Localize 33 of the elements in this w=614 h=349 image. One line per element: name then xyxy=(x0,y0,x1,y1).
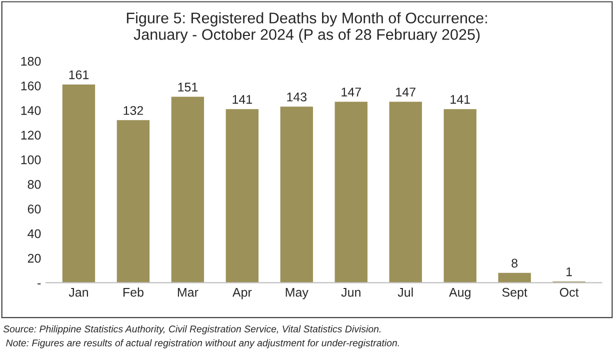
data-label: 151 xyxy=(178,82,198,92)
data-label: 147 xyxy=(396,88,416,96)
data-label: 161 xyxy=(69,70,89,80)
y-tick-label: 20 xyxy=(28,254,41,263)
y-tick-label: 160 xyxy=(21,82,41,90)
text: Note: Figures are results of actual registration without any adjustment for under-registration. xyxy=(6,339,399,348)
data-label: 1 xyxy=(566,267,572,276)
data-label: 141 xyxy=(450,95,470,104)
y-tick-label: 60 xyxy=(28,204,41,214)
x-tick-label: Apr xyxy=(232,288,252,300)
y-tick-label: - xyxy=(38,283,41,284)
x-tick-label: Jun xyxy=(341,288,360,297)
x-tick-label: Aug xyxy=(448,288,470,300)
y-tick-label: 100 xyxy=(21,155,41,164)
x-tick-label: May xyxy=(286,288,308,300)
y-tick-label: 140 xyxy=(21,106,41,115)
source-note: Source: Philippine Statistics Authority, Civil Registration Service, Vital Statistics Division. xyxy=(3,325,380,334)
data-label: 143 xyxy=(287,92,307,102)
x-tick-label: Jan xyxy=(68,288,88,297)
y-tick-label: 40 xyxy=(28,229,41,238)
data-label: 8 xyxy=(512,258,518,268)
x-tick-label: Oct xyxy=(560,288,579,297)
x-tick-label: Sept xyxy=(502,288,528,300)
data-label: 132 xyxy=(124,106,144,115)
data-label: 147 xyxy=(342,88,361,96)
y-tick-label: 80 xyxy=(28,180,41,189)
data-label: 141 xyxy=(232,95,252,104)
y-tick-label: 180 xyxy=(21,56,41,66)
x-tick-label: Mar xyxy=(178,288,198,297)
chart-title: Figure 5: Registered Deaths by Month of Occurrence: January - October 2024 (P as of 28 February 2025) xyxy=(126,12,487,43)
x-tick-label: Feb xyxy=(123,288,144,297)
y-tick-label: 120 xyxy=(21,130,41,140)
x-tick-label: Jul xyxy=(398,288,413,297)
